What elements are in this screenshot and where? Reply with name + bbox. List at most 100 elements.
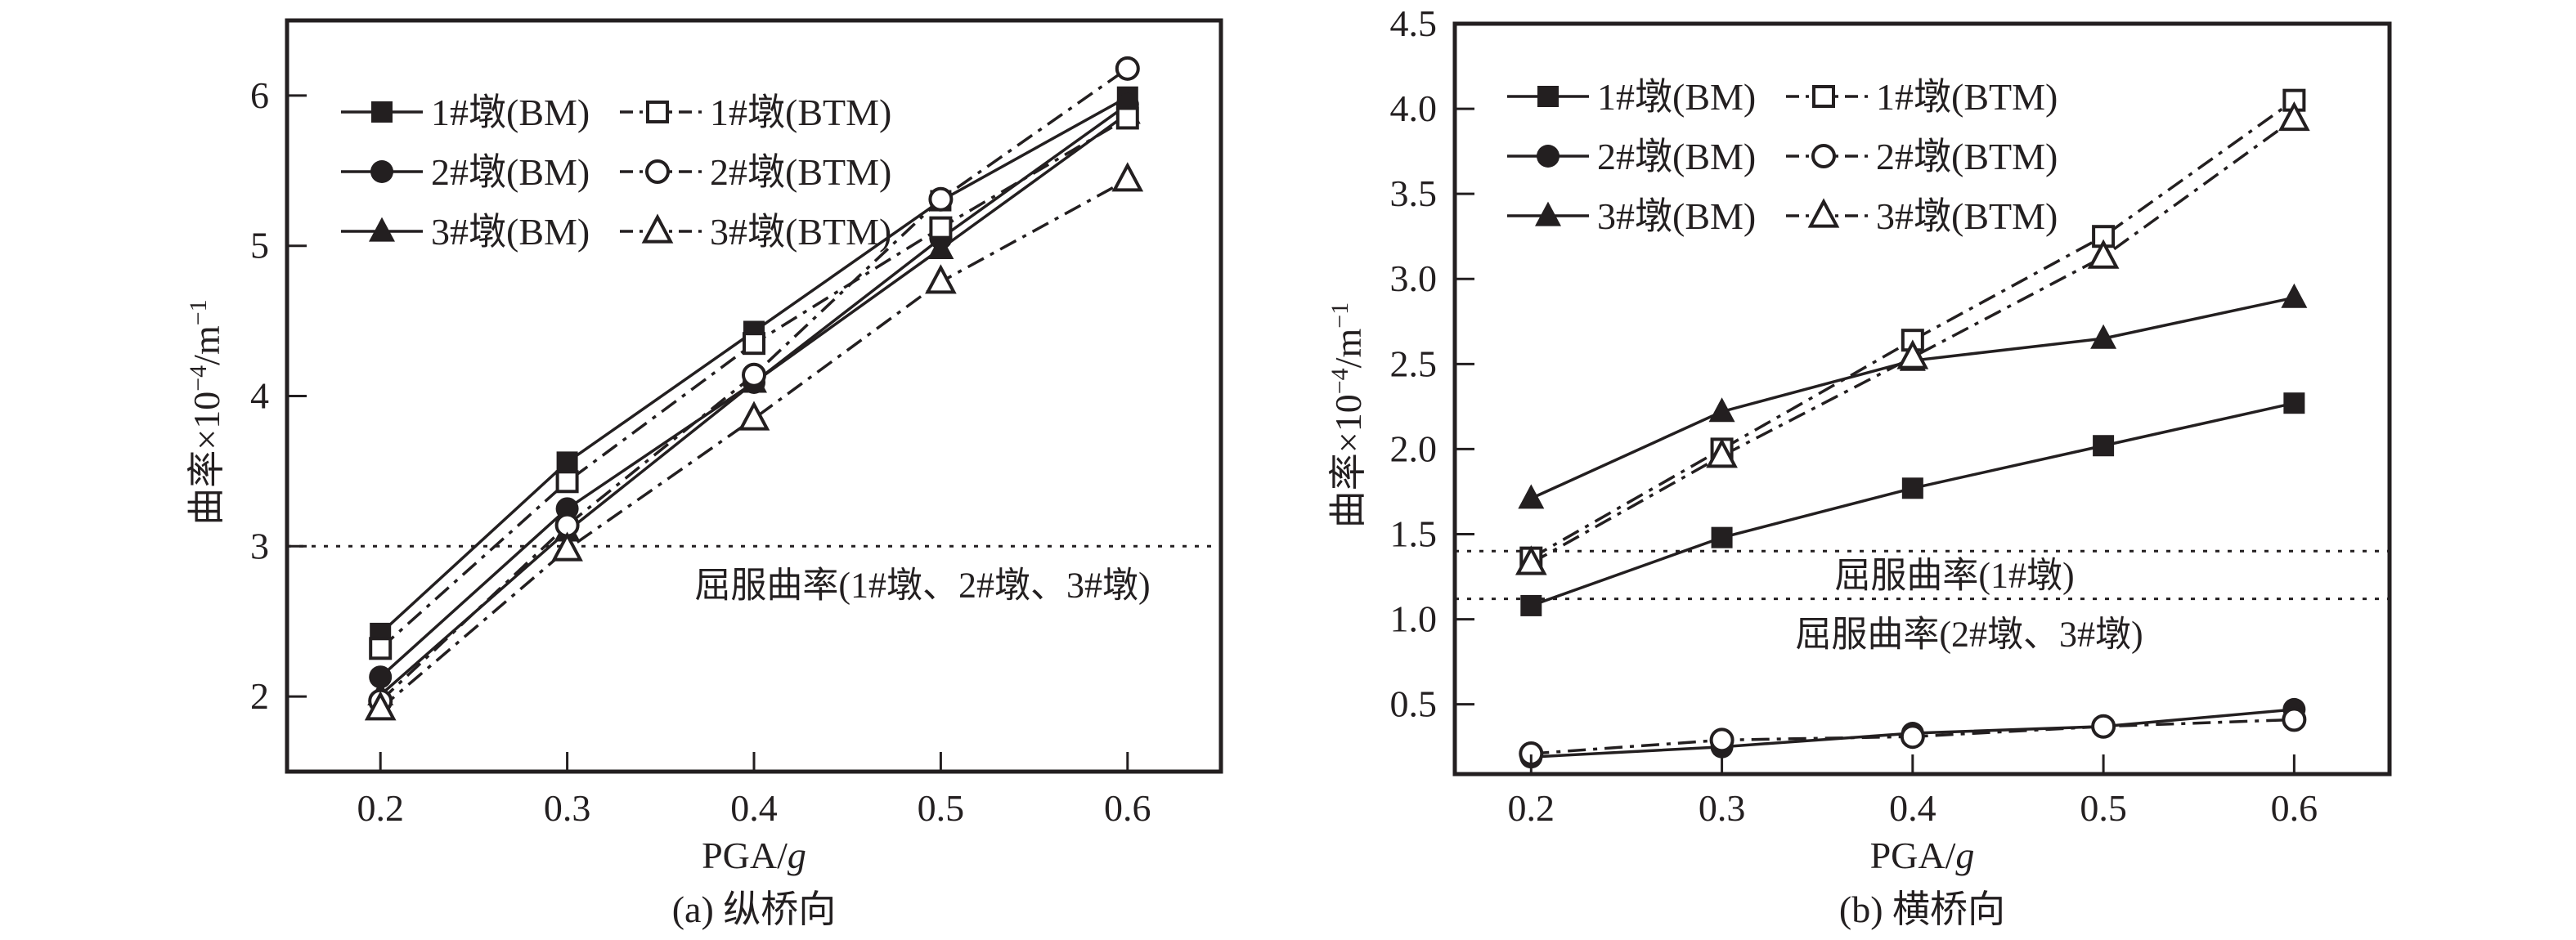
legend-label: 2#墩(BM): [1597, 136, 1756, 177]
x-axis-title-unit: g: [1955, 835, 1974, 876]
y-axis-title-mid: /m: [186, 325, 227, 365]
data-point: [738, 401, 770, 431]
legend: 1#墩(BM) 2#墩(BM) 3#墩(BM) 1#墩(BTM) 2#墩(BTM) 3#墩…: [1507, 76, 2058, 237]
data-point: [555, 470, 579, 494]
y-tick-label: 5: [250, 225, 269, 266]
legend-item: 2#墩(BM): [1507, 136, 1756, 177]
y-axis-ticks: 0.5 1.0 1.5 2.0 2.5 3.0 3.5 4.0 4.5: [1390, 2, 1474, 725]
y-tick-label: 2: [250, 675, 269, 717]
panel-caption: (a) 纵桥向: [672, 889, 837, 930]
data-point: [929, 216, 953, 239]
data-point: [1896, 339, 1929, 369]
y-tick-label: 6: [250, 74, 269, 116]
chart-panel-a: 屈服曲率(1#墩、2#墩、3#墩) 0.2 0.3 0.4 0.5 0.6 23456 …: [185, 18, 1223, 930]
legend-marker: [645, 159, 670, 184]
data-point: [1515, 545, 1547, 575]
legend-label: 3#墩(BM): [1597, 195, 1756, 237]
y-axis-title-exp2: −1: [1326, 302, 1353, 329]
data-point: [2090, 324, 2117, 349]
data-point: [2283, 392, 2305, 414]
legend-item: 3#墩(BTM): [1786, 195, 2058, 237]
data-point: [2282, 707, 2307, 732]
data-point: [369, 637, 393, 660]
legend-marker: [1807, 198, 1840, 228]
legend-marker: [1811, 144, 1836, 168]
x-tick-label: 0.6: [2271, 787, 2318, 829]
x-axis-ticks: 0.2 0.3 0.4 0.5 0.6: [1508, 754, 2318, 829]
x-tick-label: 0.2: [1508, 787, 1555, 829]
legend-label: 2#墩(BTM): [1876, 136, 2058, 177]
data-point: [925, 264, 957, 294]
y-axis-title-exp2: −1: [185, 299, 212, 325]
series-markers: [364, 56, 1144, 721]
x-tick-label: 0.5: [918, 787, 965, 829]
y-tick-label: 3.0: [1390, 257, 1438, 299]
x-tick-label: 0.2: [357, 787, 404, 829]
x-axis-title-unit: g: [788, 835, 806, 876]
data-point: [1518, 484, 1545, 509]
y-tick-label: 2.0: [1390, 427, 1438, 469]
panel-caption: (b) 横桥向: [1839, 889, 2005, 930]
y-tick-label: 1.5: [1390, 513, 1438, 554]
legend-label: 3#墩(BM): [431, 211, 590, 253]
data-point: [1115, 56, 1140, 81]
legend-item: 2#墩(BM): [341, 151, 590, 193]
series-line: [379, 178, 1129, 710]
data-point: [742, 362, 766, 387]
x-axis-title-main: PGA/: [1870, 835, 1956, 876]
legend-item: 3#墩(BM): [1507, 195, 1756, 237]
legend-marker: [1537, 145, 1560, 168]
data-point: [927, 235, 954, 259]
legend-label: 1#墩(BM): [431, 92, 590, 133]
data-point: [551, 531, 583, 562]
x-tick-label: 0.4: [730, 787, 778, 829]
data-point: [364, 691, 397, 721]
data-point: [2091, 714, 2116, 739]
data-point: [2281, 283, 2308, 308]
legend-item: 2#墩(BTM): [620, 151, 891, 193]
legend-label: 2#墩(BM): [431, 151, 590, 193]
legend-marker: [1812, 85, 1835, 108]
data-point: [369, 665, 393, 689]
x-tick-label: 0.3: [1699, 787, 1746, 829]
data-point: [1901, 477, 1923, 499]
legend-marker: [1535, 201, 1561, 226]
y-axis-title: 曲率×10−4/m−1: [185, 299, 228, 525]
data-point: [1708, 397, 1735, 423]
data-point: [556, 451, 578, 473]
y-axis-title-exp1: −4: [1326, 368, 1353, 394]
legend-label: 3#墩(BTM): [1876, 195, 2058, 237]
y-tick-label: 3.5: [1390, 172, 1438, 214]
data-point: [2278, 101, 2310, 132]
x-axis-title: PGA/g: [1870, 835, 1975, 876]
y-tick-label: 0.5: [1390, 683, 1438, 725]
data-point: [2093, 435, 2115, 457]
x-tick-label: 0.6: [1104, 787, 1151, 829]
data-point: [1520, 594, 1542, 616]
x-axis-title-main: PGA/: [702, 835, 788, 876]
legend-marker: [370, 160, 393, 183]
plot-frame: [1452, 21, 2392, 777]
data-point: [1709, 727, 1735, 753]
threshold-label: 屈服曲率(2#墩、3#墩): [1795, 615, 2143, 655]
y-tick-label: 4.5: [1390, 2, 1438, 44]
series-markers: [1515, 88, 2310, 769]
legend-marker: [371, 101, 393, 123]
legend-label: 3#墩(BTM): [710, 211, 891, 253]
legend-item: 3#墩(BM): [341, 211, 590, 253]
y-axis-title-mid: /m: [1327, 329, 1369, 369]
y-tick-label: 2.5: [1390, 342, 1438, 384]
legend: 1#墩(BM) 2#墩(BM) 3#墩(BM) 1#墩(BTM) 2#墩(BTM) 3#墩…: [341, 92, 891, 253]
y-tick-label: 4: [250, 375, 269, 417]
x-axis-ticks: 0.2 0.3 0.4 0.5 0.6: [357, 752, 1151, 829]
data-point: [1115, 106, 1139, 130]
y-tick-label: 3: [250, 525, 269, 566]
legend-item: 3#墩(BTM): [620, 211, 891, 253]
chart-panel-b: 屈服曲率(1#墩) 屈服曲率(2#墩、3#墩) 0.2 0.3 0.4 0.5 0.6 0…: [1326, 2, 2392, 930]
series-line: [1530, 296, 2295, 500]
legend-item: 1#墩(BTM): [1786, 76, 2058, 118]
threshold-lines: 屈服曲率(1#墩、2#墩、3#墩): [287, 544, 1221, 605]
legend-item: 1#墩(BM): [341, 92, 590, 133]
legend-label: 1#墩(BTM): [710, 92, 891, 133]
